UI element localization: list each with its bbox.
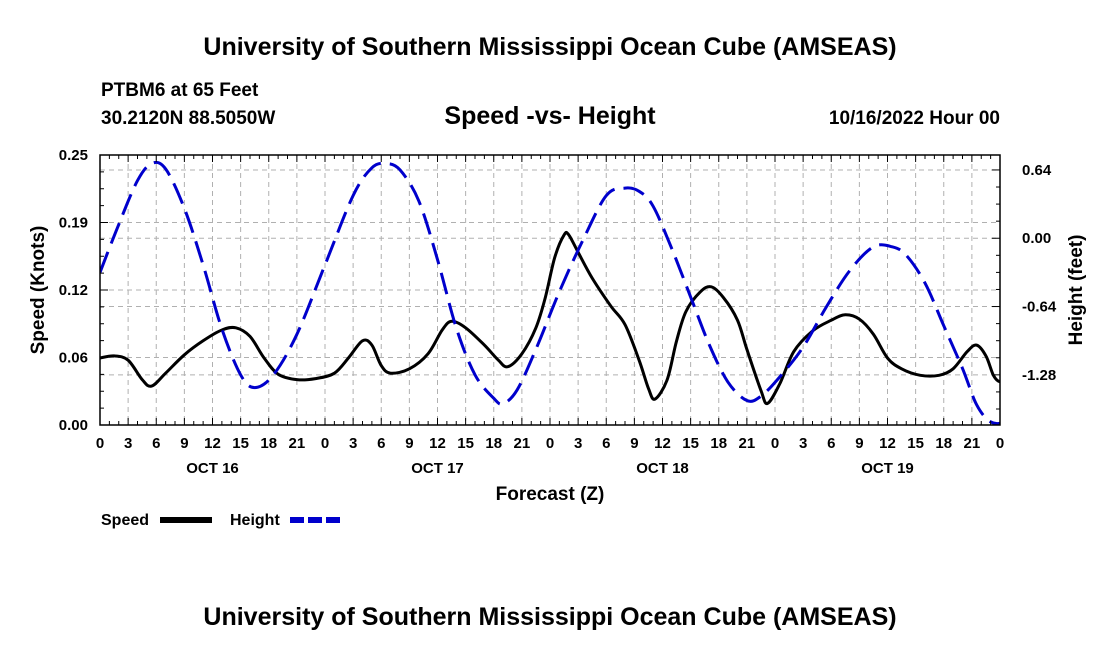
x-tick-label: 6: [152, 435, 160, 452]
y-left-tick-label: 0.12: [59, 282, 88, 299]
x-tick-label: 9: [405, 435, 413, 452]
x-tick-label: 6: [377, 435, 385, 452]
x-tick-label: 0: [996, 435, 1004, 452]
x-tick-label: 15: [232, 435, 249, 452]
x-tick-label: 15: [457, 435, 474, 452]
x-tick-label: 6: [602, 435, 610, 452]
x-tick-label: 15: [682, 435, 699, 452]
x-tick-label: 0: [546, 435, 554, 452]
x-tick-label: 9: [630, 435, 638, 452]
height-series-line: [100, 160, 1000, 425]
y-left-tick-label: 0.06: [59, 350, 88, 367]
tick-labels: 0 3 6 9 12 15 18 21 0 3 6 9 12 15 18 21 0 3 6 9 12 15 18 21 0 3 6 9…: [59, 147, 1057, 477]
day-label: OCT 17: [411, 460, 464, 477]
x-tick-label: 18: [260, 435, 277, 452]
y-axis-left-label: Speed (Knots): [28, 226, 49, 355]
x-tick-label: 6: [827, 435, 835, 452]
x-tick-label: 12: [654, 435, 671, 452]
x-tick-label: 21: [289, 435, 306, 452]
y-right-tick-label: -0.64: [1022, 299, 1057, 316]
y-left-tick-label: 0.25: [59, 147, 88, 164]
day-label: OCT 18: [636, 460, 689, 477]
bottom-title: University of Southern Mississippi Ocean…: [203, 603, 896, 631]
ticks: [99, 154, 1001, 426]
legend: Speed Height: [101, 512, 342, 529]
x-tick-label: 9: [180, 435, 188, 452]
grid: [100, 155, 1000, 425]
station-label: PTBM6 at 65 Feet: [101, 80, 259, 101]
x-tick-label: 0: [96, 435, 104, 452]
x-tick-label: 21: [964, 435, 981, 452]
y-axis-right-label: Height (feet): [1066, 235, 1087, 346]
x-tick-label: 21: [739, 435, 756, 452]
location-label: 30.2120N 88.5050W: [101, 108, 275, 129]
series-group: [100, 160, 1000, 425]
y-right-tick-label: 0.64: [1022, 162, 1052, 179]
x-tick-label: 0: [771, 435, 779, 452]
y-right-tick-label: 0.00: [1022, 230, 1051, 247]
x-tick-label: 18: [935, 435, 952, 452]
top-title: University of Southern Mississippi Ocean…: [203, 33, 896, 61]
x-tick-label: 3: [574, 435, 582, 452]
legend-height-label: Height: [230, 512, 280, 529]
legend-speed-label: Speed: [101, 512, 149, 529]
x-tick-label: 3: [799, 435, 807, 452]
x-axis-label: Forecast (Z): [496, 484, 605, 505]
date-label: 10/16/2022 Hour 00: [829, 108, 1000, 129]
x-tick-label: 0: [321, 435, 329, 452]
y-right-tick-label: -1.28: [1022, 367, 1056, 384]
x-tick-label: 18: [710, 435, 727, 452]
day-label: OCT 19: [861, 460, 914, 477]
x-tick-label: 12: [879, 435, 896, 452]
x-tick-label: 12: [429, 435, 446, 452]
x-tick-label: 9: [855, 435, 863, 452]
x-tick-label: 15: [907, 435, 924, 452]
x-tick-label: 12: [204, 435, 221, 452]
x-tick-label: 21: [514, 435, 531, 452]
x-tick-label: 18: [485, 435, 502, 452]
x-tick-label: 3: [349, 435, 357, 452]
y-left-tick-label: 0.19: [59, 215, 88, 232]
chart-title: Speed -vs- Height: [444, 102, 656, 130]
x-tick-label: 3: [124, 435, 132, 452]
y-left-tick-label: 0.00: [59, 417, 88, 434]
day-label: OCT 16: [186, 460, 239, 477]
speed-series-line: [100, 230, 1000, 406]
